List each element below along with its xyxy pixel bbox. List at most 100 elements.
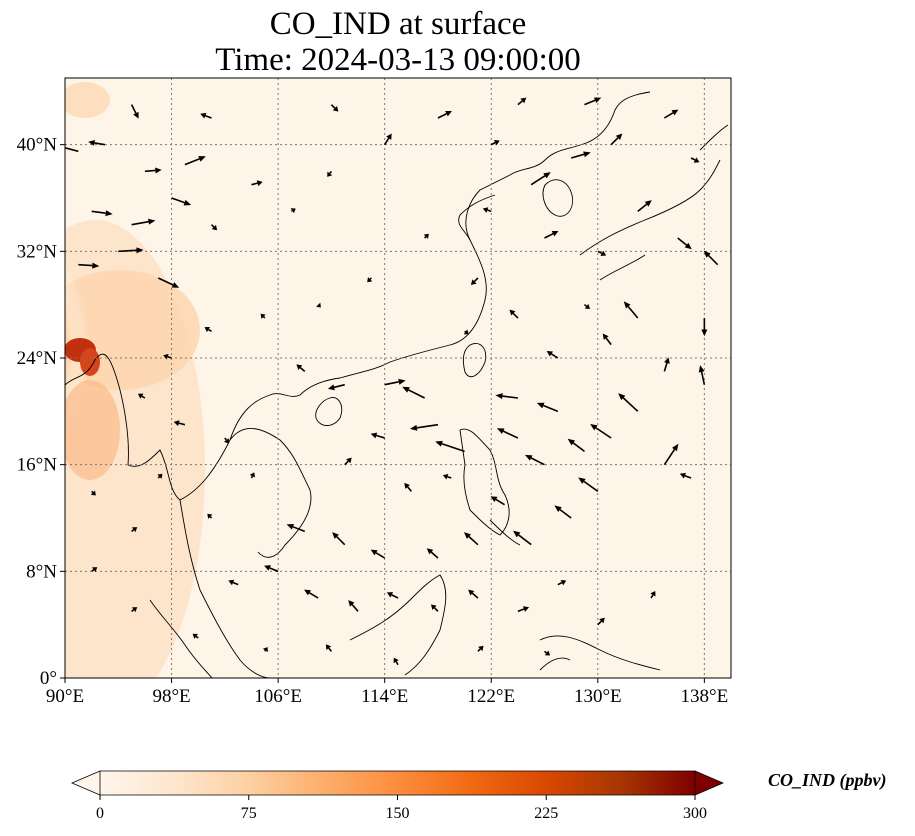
wind-vector: [423, 233, 429, 239]
wind-vector: [470, 277, 479, 285]
wind-vector: [157, 277, 180, 288]
wind-vector: [637, 200, 652, 212]
wind-vector: [544, 231, 559, 239]
wind-vector: [567, 438, 585, 452]
colorbar-tick-label: 300: [683, 805, 707, 822]
concentration-field: [65, 78, 731, 678]
wind-vector: [583, 303, 591, 309]
wind-vector: [557, 579, 567, 586]
wind-vector: [264, 565, 279, 573]
wind-vector: [426, 548, 439, 559]
wind-vector: [332, 532, 346, 546]
wind-vector: [262, 647, 268, 653]
wind-vector: [131, 218, 156, 226]
wind-vector: [131, 527, 138, 533]
chart-title-line2: Time: 2024-03-13 09:00:00: [215, 42, 581, 78]
wind-vector: [91, 567, 98, 573]
y-tick-label: 8°N: [26, 561, 57, 582]
x-tick-label: 98°E: [152, 686, 190, 707]
wind-vector: [663, 443, 679, 466]
colorbar-ticks: 0 75 150 225 300: [96, 795, 707, 822]
wind-vector: [435, 440, 465, 453]
wind-vector: [118, 247, 144, 254]
wind-vector: [316, 302, 321, 308]
wind-vector: [482, 207, 492, 213]
colorbar-label: CO_IND (ppbv): [768, 770, 887, 790]
wind-vector: [442, 473, 452, 480]
wind-vector: [618, 393, 639, 412]
wind-vector: [584, 97, 602, 106]
wind-vector: [597, 617, 605, 626]
wind-vector: [402, 386, 425, 399]
wind-vector: [327, 383, 345, 391]
wind-vector: [698, 365, 706, 385]
wind-vector: [173, 420, 186, 427]
wind-vector: [90, 490, 96, 496]
wind-vector: [701, 318, 708, 337]
wind-vector: [495, 393, 518, 400]
wind-vector: [663, 357, 670, 372]
wind-vector: [404, 482, 412, 492]
wind-vector: [517, 606, 530, 613]
wind-vector: [192, 633, 199, 639]
wind-vector: [463, 329, 469, 335]
wind-vector: [130, 104, 139, 119]
wind-vector: [184, 156, 206, 166]
wind-vector: [290, 208, 296, 214]
x-tick-label: 122°E: [467, 686, 515, 707]
wind-vector: [91, 210, 113, 217]
colorbar-ramp: [100, 771, 695, 795]
x-tick-label: 106°E: [254, 686, 302, 707]
wind-vector: [386, 592, 399, 599]
x-tick-label: 130°E: [574, 686, 622, 707]
wind-vector: [171, 197, 192, 206]
wind-vector: [327, 170, 333, 177]
wind-vectors: [65, 97, 719, 666]
x-tick-label: 138°E: [681, 686, 729, 707]
wind-vector: [330, 104, 339, 112]
wind-vector: [393, 657, 399, 666]
map-frame: [64, 77, 732, 679]
wind-vector: [228, 579, 239, 586]
wind-vector: [430, 604, 439, 612]
colorbar: 0 75 150 225 300: [70, 770, 725, 822]
y-tick-label: 40°N: [17, 135, 58, 156]
wind-vector: [88, 139, 106, 146]
wind-vector: [530, 172, 551, 186]
wind-vector: [384, 378, 406, 386]
wind-vector: [663, 109, 679, 119]
y-axis: 0° 8°N 16°N 24°N 32°N 40°N: [17, 135, 65, 689]
wind-vector: [163, 353, 172, 360]
wind-vector: [597, 250, 607, 257]
wind-vector: [650, 591, 656, 599]
x-axis: 90°E 98°E 106°E 114°E 122°E 130°E 138°E: [46, 678, 728, 707]
wind-vector: [513, 530, 532, 546]
wind-vector: [325, 644, 333, 652]
chart-title-line1: CO_IND at surface: [269, 6, 527, 42]
y-tick-label: 24°N: [17, 348, 58, 369]
wind-vector: [78, 262, 100, 269]
wind-vector: [463, 532, 479, 546]
wind-vector: [370, 432, 385, 439]
wind-vector: [200, 112, 212, 119]
wind-vector: [536, 402, 559, 413]
y-tick-label: 0°: [40, 668, 57, 689]
wind-vector: [344, 457, 352, 466]
wind-vector: [409, 423, 439, 431]
wind-vector: [490, 496, 505, 506]
wind-vector: [496, 428, 519, 439]
wind-vector: [207, 513, 213, 519]
colorbar-tick-label: 150: [386, 805, 410, 822]
wind-vector: [544, 650, 551, 656]
colorbar-extend-min: [70, 770, 101, 796]
wind-vector: [367, 277, 373, 283]
y-tick-label: 32°N: [17, 241, 58, 262]
wind-vector: [384, 133, 392, 146]
wind-vector: [690, 157, 700, 163]
wind-vector: [348, 600, 359, 612]
wind-vector: [679, 472, 692, 479]
colorbar-tick-label: 0: [96, 805, 104, 822]
wind-vector: [157, 473, 163, 479]
wind-vector: [590, 424, 612, 439]
